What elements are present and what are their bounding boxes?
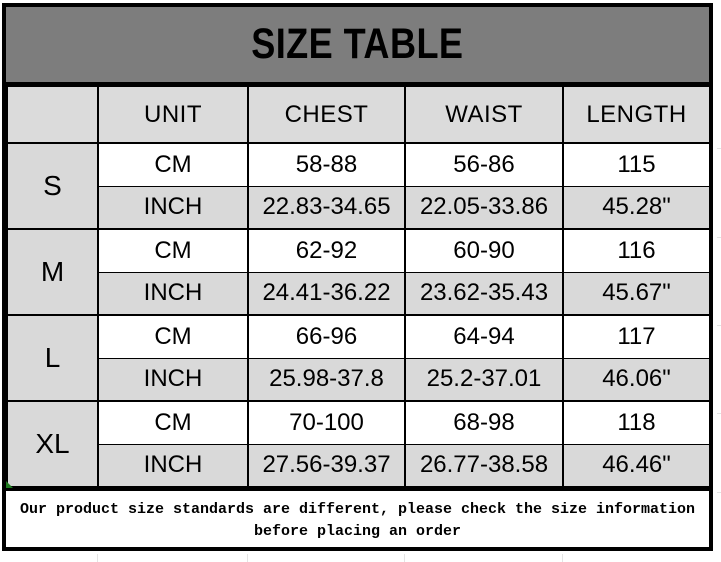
size-table: UNIT CHEST WAIST LENGTH S CM 58-88 56-86… — [6, 85, 711, 488]
unit-label: CM — [97, 142, 249, 187]
table-row-s-cm: S CM 58-88 56-86 115 — [6, 142, 711, 230]
cell-length: 46.46" — [562, 443, 711, 488]
cell-waist: 22.05-33.86 — [404, 185, 564, 230]
title-band: SIZE TABLE — [6, 7, 709, 85]
size-label-s: S — [6, 142, 99, 230]
footer-note-line2: before placing an order — [253, 523, 462, 540]
size-label-m: M — [6, 228, 99, 316]
cell-chest: 25.98-37.8 — [247, 357, 406, 402]
unit-label: INCH — [97, 443, 249, 488]
unit-label: INCH — [97, 357, 249, 402]
cell-chest: 62-92 — [247, 228, 406, 273]
margin-gridline — [717, 325, 721, 326]
table-row-m-cm: M CM 62-92 60-90 116 — [6, 228, 711, 316]
cell-waist: 56-86 — [404, 142, 564, 187]
margin-gridline — [247, 554, 248, 562]
unit-label: CM — [97, 314, 249, 359]
unit-label: INCH — [97, 271, 249, 316]
cell-waist: 25.2-37.01 — [404, 357, 564, 402]
column-header-length: LENGTH — [562, 85, 711, 144]
diagonal-corner-cell — [6, 85, 99, 144]
cell-length: 116 — [562, 228, 711, 273]
margin-gridline — [562, 554, 563, 562]
table-row-m-inch: INCH 24.41-36.22 23.62-35.43 45.67" — [7, 271, 711, 316]
cell-length: 45.67" — [562, 271, 711, 316]
size-chart-sheet: SIZE TABLE UNIT CHEST WAIST LENGTH S CM … — [2, 3, 713, 551]
margin-gridline — [717, 492, 721, 493]
cell-chest: 70-100 — [247, 400, 406, 445]
table-row-l-cm: L CM 66-96 64-94 117 — [6, 314, 711, 402]
column-header-chest: CHEST — [247, 85, 406, 144]
cell-chest: 24.41-36.22 — [247, 271, 406, 316]
cell-length: 118 — [562, 400, 711, 445]
margin-gridline — [717, 237, 721, 238]
table-header-row: UNIT CHEST WAIST LENGTH — [6, 85, 711, 144]
cell-waist: 26.77-38.58 — [404, 443, 564, 488]
cell-waist: 68-98 — [404, 400, 564, 445]
size-label-l: L — [6, 314, 99, 402]
unit-label: CM — [97, 228, 249, 273]
cell-chest: 22.83-34.65 — [247, 185, 406, 230]
size-label-xl: XL — [6, 400, 99, 488]
footer-note: Our product size standards are different… — [6, 481, 709, 547]
margin-gridline — [404, 554, 405, 562]
column-header-unit: UNIT — [97, 85, 249, 144]
page-title: SIZE TABLE — [251, 20, 464, 68]
cell-chest: 27.56-39.37 — [247, 443, 406, 488]
cell-waist: 64-94 — [404, 314, 564, 359]
margin-gridline — [97, 554, 98, 562]
margin-gridline — [717, 148, 721, 149]
table-row-xl-inch: INCH 27.56-39.37 26.77-38.58 46.46" — [7, 443, 711, 488]
cell-length: 46.06" — [562, 357, 711, 402]
cell-chest: 58-88 — [247, 142, 406, 187]
cell-length: 115 — [562, 142, 711, 187]
table-row-s-inch: INCH 22.83-34.65 22.05-33.86 45.28" — [7, 185, 711, 230]
green-corner-marker-icon — [6, 481, 13, 488]
cell-length: 45.28" — [562, 185, 711, 230]
margin-gridline — [717, 413, 721, 414]
column-header-waist: WAIST — [404, 85, 564, 144]
cell-waist: 23.62-35.43 — [404, 271, 564, 316]
cell-length: 117 — [562, 314, 711, 359]
table-row-l-inch: INCH 25.98-37.8 25.2-37.01 46.06" — [7, 357, 711, 402]
unit-label: INCH — [97, 185, 249, 230]
cell-waist: 60-90 — [404, 228, 564, 273]
unit-label: CM — [97, 400, 249, 445]
footer-note-line1: Our product size standards are different… — [19, 501, 696, 518]
cell-chest: 66-96 — [247, 314, 406, 359]
table-row-xl-cm: XL CM 70-100 68-98 118 — [6, 400, 711, 488]
